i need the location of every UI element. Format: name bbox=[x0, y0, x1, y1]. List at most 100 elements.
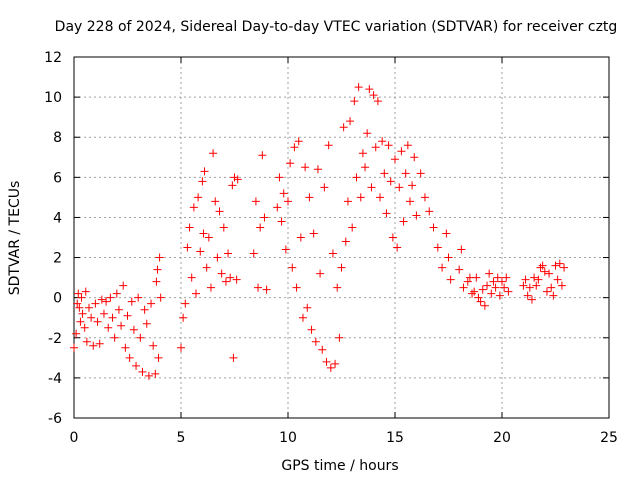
data-point bbox=[534, 275, 543, 284]
data-point bbox=[292, 283, 301, 292]
y-tick-label: 2 bbox=[53, 251, 62, 267]
data-point bbox=[442, 229, 451, 238]
data-point bbox=[455, 265, 464, 274]
y-tick-label: -4 bbox=[48, 371, 62, 387]
data-point bbox=[196, 247, 205, 256]
data-point bbox=[476, 297, 485, 306]
data-point bbox=[538, 261, 547, 270]
x-axis-label: GPS time / hours bbox=[281, 458, 398, 474]
data-point bbox=[429, 223, 438, 232]
data-point bbox=[112, 289, 121, 298]
data-point bbox=[229, 353, 238, 362]
data-point bbox=[549, 291, 558, 300]
data-point bbox=[399, 217, 408, 226]
data-point bbox=[480, 301, 489, 310]
data-point bbox=[206, 283, 215, 292]
data-point bbox=[367, 183, 376, 192]
data-point bbox=[104, 323, 113, 332]
data-point bbox=[284, 197, 292, 206]
data-point bbox=[286, 159, 295, 168]
data-point bbox=[339, 123, 348, 132]
data-point bbox=[525, 283, 534, 292]
data-point bbox=[540, 267, 549, 276]
data-point bbox=[457, 245, 466, 254]
data-point bbox=[191, 289, 200, 298]
data-point bbox=[279, 189, 288, 198]
data-point bbox=[352, 173, 361, 182]
data-point bbox=[470, 287, 479, 296]
data-point bbox=[226, 273, 235, 282]
data-point bbox=[155, 253, 164, 262]
data-point bbox=[140, 305, 149, 314]
data-point bbox=[472, 273, 481, 282]
grid-layer bbox=[74, 57, 609, 418]
data-point bbox=[84, 303, 93, 312]
data-point bbox=[487, 289, 496, 298]
data-point bbox=[532, 281, 541, 290]
data-point bbox=[136, 333, 145, 342]
data-point bbox=[491, 283, 500, 292]
data-point bbox=[408, 181, 417, 190]
data-point bbox=[341, 237, 350, 246]
data-point bbox=[281, 245, 290, 254]
data-point bbox=[233, 175, 242, 184]
data-point bbox=[504, 287, 513, 296]
data-point bbox=[536, 263, 545, 272]
data-point bbox=[209, 149, 218, 158]
data-point bbox=[75, 303, 84, 312]
data-point bbox=[410, 153, 419, 162]
data-point bbox=[123, 311, 132, 320]
data-point bbox=[298, 313, 307, 322]
data-point bbox=[121, 343, 130, 352]
data-point bbox=[127, 297, 136, 306]
data-point bbox=[99, 309, 108, 318]
x-tick-label: 20 bbox=[493, 430, 511, 446]
data-point bbox=[326, 363, 335, 372]
data-point bbox=[530, 273, 539, 282]
data-point bbox=[230, 173, 239, 182]
data-point bbox=[80, 323, 89, 332]
data-point bbox=[149, 341, 158, 350]
y-tick-label: 10 bbox=[44, 90, 62, 106]
data-point bbox=[433, 243, 442, 252]
data-point bbox=[183, 243, 192, 252]
data-point bbox=[502, 273, 511, 282]
y-tick-label: 0 bbox=[53, 291, 62, 307]
data-point bbox=[97, 295, 106, 304]
data-point bbox=[154, 353, 163, 362]
data-point bbox=[89, 341, 98, 350]
data-point bbox=[153, 265, 162, 274]
data-point bbox=[378, 137, 387, 146]
data-point bbox=[119, 281, 128, 290]
data-point bbox=[316, 269, 325, 278]
data-point bbox=[545, 269, 554, 278]
data-point bbox=[356, 193, 365, 202]
data-point bbox=[275, 173, 284, 182]
x-tick-label: 15 bbox=[386, 430, 404, 446]
data-point bbox=[527, 295, 536, 304]
data-point bbox=[547, 283, 556, 292]
data-point bbox=[322, 357, 331, 366]
data-point bbox=[468, 289, 477, 298]
data-point bbox=[72, 329, 81, 338]
y-tick-label: 8 bbox=[53, 130, 62, 146]
data-point bbox=[277, 217, 286, 226]
y-tick-label: -6 bbox=[48, 411, 62, 427]
data-point bbox=[489, 277, 498, 286]
data-point bbox=[405, 197, 414, 206]
data-point bbox=[91, 299, 100, 308]
data-point bbox=[412, 211, 421, 220]
data-point bbox=[288, 263, 297, 272]
data-point bbox=[95, 339, 104, 348]
y-tick-label: 4 bbox=[53, 210, 62, 226]
data-point bbox=[358, 149, 367, 158]
y-axis-label: SDTVAR / TECUs bbox=[7, 181, 23, 296]
data-point bbox=[311, 337, 320, 346]
data-point bbox=[369, 91, 378, 100]
data-point bbox=[260, 213, 269, 222]
data-point bbox=[483, 281, 492, 290]
data-point bbox=[313, 165, 322, 174]
data-point bbox=[187, 273, 196, 282]
data-point bbox=[108, 313, 117, 322]
